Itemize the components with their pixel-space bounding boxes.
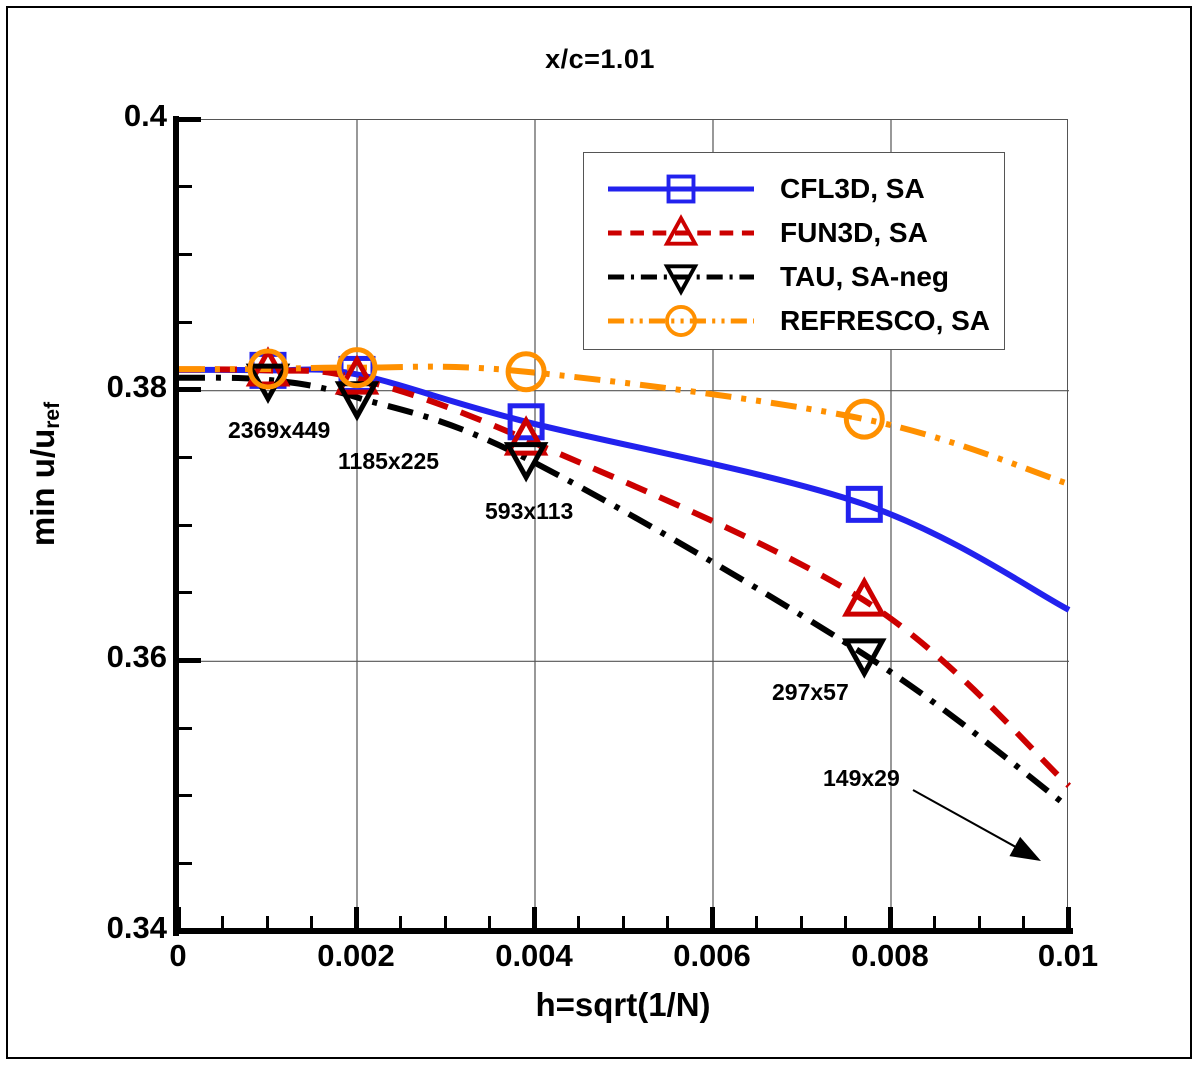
y-axis-label-main: min u/u [24,428,61,547]
data-point-marker-circle [336,347,378,389]
legend-item-fun3d-sa[interactable]: FUN3D, SA [584,211,1006,255]
figure-border [6,6,1192,1059]
trend-arrow-head [1009,836,1041,861]
y-axis-label: min u/uref [24,324,64,624]
series-markers [245,346,1041,861]
y-tick-major [179,387,201,393]
x-tick-minor [844,916,847,929]
x-tick-minor [399,916,402,929]
legend[interactable]: CFL3D, SA FUN3D, SA TAU, SA-neg REFRESCO, S… [583,152,1005,350]
y-tick-minor [179,861,192,865]
legend-swatch [606,301,756,341]
legend-label: FUN3D, SA [780,217,928,248]
x-tick-major [887,907,893,929]
x-tick-label: 0.002 [317,938,395,973]
data-point-marker-triangle-down [842,638,887,679]
grid-size-annotation: 297x57 [772,679,849,705]
grid-size-annotation: 593x113 [485,498,574,524]
plot-svg [178,120,1072,932]
plot-area [178,119,1072,932]
x-axis-line [173,928,1073,934]
y-tick-minor [179,185,192,189]
x-tick-minor [577,916,580,929]
x-tick-minor [755,916,758,929]
x-tick-major [531,907,537,929]
y-tick-minor [179,591,192,595]
grid-size-annotation: 2369x449 [228,417,331,443]
y-tick-minor [179,726,192,730]
legend-swatch [606,257,756,297]
grid-size-annotation: 1185x225 [338,448,440,474]
data-point-marker-triangle-up [503,415,549,456]
gridlines [179,120,1069,932]
x-tick-minor [933,916,936,929]
x-tick-minor [310,916,313,929]
data-point-marker-square [666,174,696,204]
data-point-marker-circle [665,305,697,337]
y-tick-minor [179,455,192,459]
x-tick-label: 0.01 [1037,938,1099,973]
series-line-2 [178,374,1071,810]
legend-swatch [606,169,756,209]
y-tick-minor [179,252,192,256]
legend-item-tau-sa-neg[interactable]: TAU, SA-neg [584,255,1006,299]
legend-label: REFRESCO, SA [780,305,991,336]
x-tick-minor [799,916,803,929]
legend-label: TAU, SA-neg [780,261,950,292]
data-point-marker-circle [843,398,885,440]
y-tick-minor [179,320,192,324]
y-tick-label: 0.4 [123,98,167,133]
series-line-1 [178,366,1072,789]
x-tick-label: 0.004 [495,938,573,973]
y-axis-label-subscript: ref [41,401,64,429]
x-tick-minor [1022,916,1025,929]
data-point-marker-square [507,403,545,441]
legend-label: CFL3D, SA [780,173,925,204]
x-tick-minor [443,916,447,929]
x-axis-label: h=sqrt(1/N) [535,986,711,1023]
y-tick-minor [179,523,192,527]
data-point-marker-triangle-up [842,576,887,617]
x-tick-minor [221,916,224,929]
y-axis-line [173,116,179,936]
x-tick-major [709,907,715,929]
x-tick-major [353,907,359,929]
x-tick-minor [488,916,491,929]
y-tick-label: 0.38 [106,368,167,404]
legend-item-cfl3d-sa[interactable]: CFL3D, SA [584,167,1006,211]
series-line-0 [178,366,1071,613]
legend-swatch [606,213,756,253]
legend-item-refresco-sa[interactable]: REFRESCO, SA [584,299,1006,343]
x-tick-minor [265,916,269,929]
data-point-marker-triangle-up [334,354,380,395]
data-point-marker-triangle-down [663,264,699,296]
y-tick-major [179,116,201,122]
x-tick-label: 0 [169,938,187,973]
x-tick-minor [621,916,625,929]
chart-title: x/c=1.01 [545,44,655,74]
x-tick-minor [977,916,981,929]
data-point-marker-circle [247,348,289,390]
x-tick-label: 0.008 [851,938,929,973]
y-tick-major [179,657,201,663]
x-tick-label: 0.006 [673,938,751,973]
data-point-marker-square [845,485,883,523]
y-tick-minor [179,794,192,798]
series-line-3 [178,363,1070,487]
data-point-marker-triangle-down [503,442,549,483]
data-point-marker-circle [505,351,547,393]
grid-size-annotation: 149x29 [823,765,900,791]
y-tick-label: 0.36 [106,639,167,675]
y-tick-label: 0.34 [106,910,167,945]
x-tick-minor [666,916,669,929]
data-point-marker-triangle-up [663,214,699,246]
trend-arrow-line [912,789,1024,852]
x-tick-major [1065,907,1071,929]
